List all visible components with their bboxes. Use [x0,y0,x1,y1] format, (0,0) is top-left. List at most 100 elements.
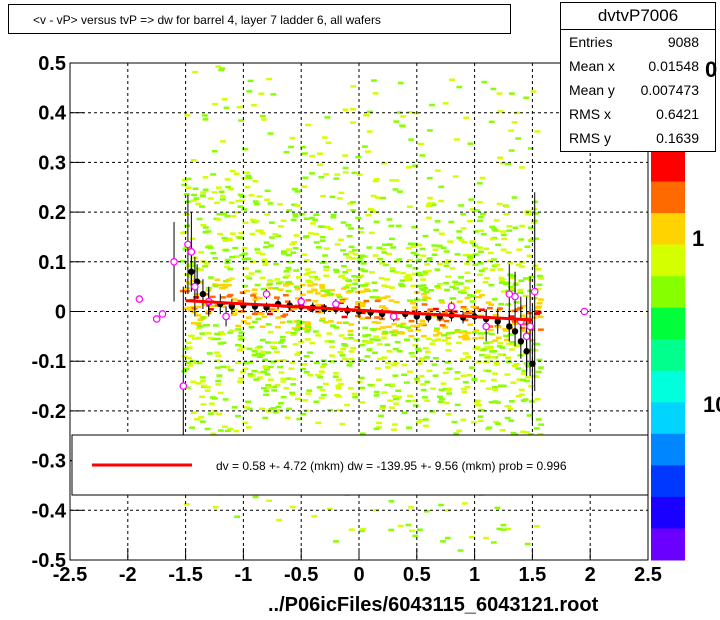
y-tick-label: 0.1 [38,252,66,274]
heatmap-cell [496,345,503,348]
heatmap-cell [479,409,486,412]
heatmap-cell [217,391,224,395]
heatmap-cell [396,258,403,261]
heatmap-cell [452,280,458,284]
heatmap-cell [444,401,450,405]
heatmap-cell [473,230,479,233]
palette-swatch [651,370,685,403]
heatmap-cell [434,285,441,288]
heatmap-cell [522,323,529,326]
heatmap-cell [217,232,223,236]
heatmap-cell [187,364,193,367]
heatmap-cell [348,528,355,531]
heatmap-cell [238,331,245,334]
heatmap-cell [237,348,243,352]
heatmap-cell [491,227,497,230]
heatmap-cell [405,399,412,403]
heatmap-cell [228,277,235,280]
heatmap-cell [378,414,384,418]
heatmap-cell [214,359,221,362]
stats-box: dvtvP7006 Entries 9088 Mean x 0.01548 Me… [560,2,716,152]
heatmap-cell [293,234,300,237]
heatmap-cell [276,408,283,412]
heatmap-cell [192,337,198,340]
heatmap-cell [289,361,296,365]
heatmap-cell [464,385,471,389]
heatmap-cell [374,316,380,319]
heatmap-cell [199,317,205,320]
heatmap-cell [262,365,269,368]
heatmap-cell [338,238,344,242]
palette-swatch [651,213,685,246]
heatmap-cell [483,341,489,345]
heatmap-cell [437,262,443,266]
heatmap-cell [501,237,507,241]
heatmap-cell [342,297,349,300]
heatmap-cell [453,432,459,435]
heatmap-cell [425,204,432,208]
heatmap-cell [296,322,303,326]
heatmap-cell [191,193,197,197]
heatmap-cell [477,273,483,276]
heatmap-cell [295,324,302,328]
heatmap-cell [261,258,268,261]
heatmap-cell [502,282,509,286]
profile-magenta-point [482,322,490,331]
heatmap-cell [458,282,464,285]
heatmap-cell [477,219,483,223]
heatmap-cell [309,172,315,175]
heatmap-cell [274,325,281,329]
heatmap-cell [538,277,544,280]
heatmap-cell [355,216,361,220]
heatmap-cell [246,407,253,411]
heatmap-cell [254,248,261,251]
heatmap-cell [184,290,190,293]
heatmap-cell [374,178,380,181]
heatmap-cell [439,324,446,327]
heatmap-cell [255,352,262,356]
profile-magenta-point [158,310,167,318]
heatmap-cell [497,342,504,345]
heatmap-cell [312,275,318,279]
heatmap-cell [445,332,452,335]
heatmap-cell [536,274,543,278]
heatmap-cell [403,276,410,279]
heatmap-cell [358,227,364,230]
heatmap-cell [267,365,274,369]
heatmap-cell [257,355,263,358]
heatmap-cell [522,294,529,298]
profile-black-point [506,323,513,330]
heatmap-cell [306,389,313,392]
y-tick-label: -0.5 [32,550,66,572]
heatmap-cell [340,249,346,252]
heatmap-cell [362,326,369,330]
heatmap-cell [323,382,329,386]
heatmap-cell [185,177,192,181]
heatmap-cell [184,224,191,227]
heatmap-cell [334,243,341,246]
heatmap-cell [445,349,452,352]
heatmap-cell [502,328,509,331]
heatmap-cell [497,307,503,310]
heatmap-cell [199,395,205,398]
heatmap-cell [328,340,335,343]
palette-label-top: 0 [705,57,718,82]
heatmap-cell [420,383,426,386]
heatmap-cell [483,247,490,250]
heatmap-cell [227,427,234,431]
heatmap-cell [498,281,505,284]
heatmap-cell [509,276,516,279]
heatmap-cell [231,406,238,409]
heatmap-cell [312,289,318,292]
heatmap-cell [407,205,413,209]
heatmap-cell [454,403,461,407]
heatmap-cell [518,238,525,241]
heatmap-cell [410,245,417,248]
heatmap-cell [200,191,206,194]
heatmap-cell [292,247,299,250]
heatmap-cell [516,248,523,251]
heatmap-cell [386,252,392,256]
heatmap-cell [202,114,208,117]
heatmap-cell [408,335,415,338]
heatmap-cell [528,239,535,243]
